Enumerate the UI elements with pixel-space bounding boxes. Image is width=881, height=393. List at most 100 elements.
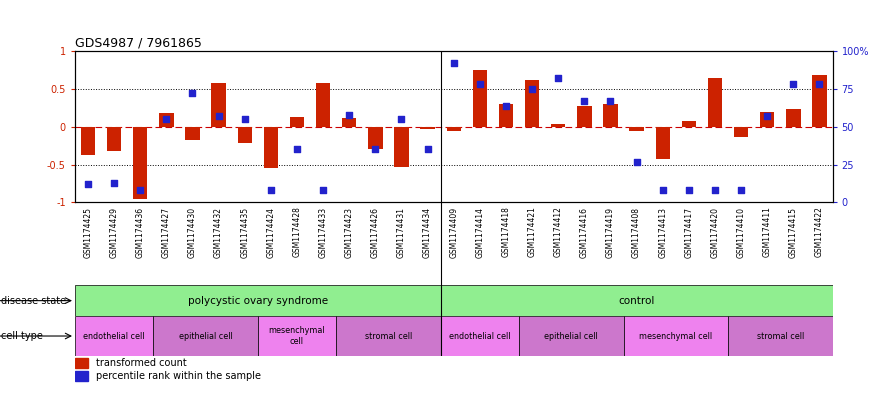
Bar <box>159 113 174 127</box>
Text: endothelial cell: endothelial cell <box>84 332 144 340</box>
Point <box>525 86 539 92</box>
Text: GSM1174427: GSM1174427 <box>162 207 171 257</box>
Point <box>499 103 513 109</box>
Bar <box>153 316 258 356</box>
Point <box>812 81 826 88</box>
Text: cell type: cell type <box>1 331 43 341</box>
Bar <box>342 118 357 127</box>
Bar <box>682 121 696 127</box>
Point <box>368 146 382 152</box>
Bar <box>728 316 833 356</box>
Bar <box>812 75 826 127</box>
Text: GSM1174434: GSM1174434 <box>423 207 432 258</box>
Text: GSM1174412: GSM1174412 <box>554 207 563 257</box>
Text: GSM1174432: GSM1174432 <box>214 207 223 257</box>
Point <box>473 81 487 88</box>
Text: GSM1174433: GSM1174433 <box>319 207 328 258</box>
Bar <box>440 285 833 316</box>
Text: endothelial cell: endothelial cell <box>449 332 511 340</box>
Text: GSM1174418: GSM1174418 <box>501 207 510 257</box>
Point <box>159 116 174 122</box>
Bar <box>368 127 382 149</box>
Text: GSM1174424: GSM1174424 <box>266 207 276 257</box>
Point <box>734 187 748 193</box>
Bar <box>133 127 147 198</box>
Text: GSM1174410: GSM1174410 <box>737 207 745 257</box>
Point <box>787 81 801 88</box>
Text: GSM1174421: GSM1174421 <box>528 207 537 257</box>
Bar <box>760 112 774 127</box>
Bar <box>211 83 226 127</box>
Point <box>395 116 409 122</box>
Bar <box>629 127 644 130</box>
Text: GSM1174428: GSM1174428 <box>292 207 301 257</box>
Bar <box>290 117 304 127</box>
Bar <box>258 316 337 356</box>
Text: GSM1174413: GSM1174413 <box>658 207 667 257</box>
Text: GSM1174411: GSM1174411 <box>763 207 772 257</box>
Text: GSM1174414: GSM1174414 <box>476 207 485 257</box>
Bar <box>624 316 728 356</box>
Bar <box>75 371 88 381</box>
Point <box>447 60 461 66</box>
Bar <box>519 316 624 356</box>
Point <box>655 187 670 193</box>
Text: mesenchymal
cell: mesenchymal cell <box>269 326 325 346</box>
Point <box>760 113 774 119</box>
Text: polycystic ovary syndrome: polycystic ovary syndrome <box>188 296 328 306</box>
Text: GSM1174430: GSM1174430 <box>188 207 197 258</box>
Text: disease state: disease state <box>1 296 66 306</box>
Bar <box>238 127 252 143</box>
Bar <box>577 106 591 127</box>
Bar <box>734 127 748 137</box>
Text: transformed count: transformed count <box>96 358 187 368</box>
Point <box>211 113 226 119</box>
Text: stromal cell: stromal cell <box>365 332 412 340</box>
Bar <box>786 109 801 127</box>
Bar <box>185 127 200 140</box>
Point <box>708 187 722 193</box>
Text: GSM1174425: GSM1174425 <box>84 207 93 257</box>
Text: control: control <box>618 296 655 306</box>
Point <box>552 75 566 81</box>
Bar <box>420 127 435 129</box>
Bar <box>81 127 95 156</box>
Bar <box>447 127 461 130</box>
Point <box>107 180 121 186</box>
Point <box>290 146 304 152</box>
Text: GSM1174436: GSM1174436 <box>136 207 144 258</box>
Text: GSM1174417: GSM1174417 <box>685 207 693 257</box>
Point <box>316 187 330 193</box>
Point <box>185 90 199 97</box>
Text: GSM1174422: GSM1174422 <box>815 207 824 257</box>
Text: GSM1174408: GSM1174408 <box>632 207 641 257</box>
Bar <box>75 285 440 316</box>
Point <box>263 187 278 193</box>
Bar <box>472 70 487 127</box>
Text: stromal cell: stromal cell <box>757 332 804 340</box>
Point <box>577 98 591 104</box>
Point <box>603 98 618 104</box>
Bar <box>107 127 122 151</box>
Point <box>420 146 434 152</box>
Text: percentile rank within the sample: percentile rank within the sample <box>96 371 261 381</box>
Text: GSM1174423: GSM1174423 <box>344 207 353 257</box>
Bar <box>75 358 88 368</box>
Bar <box>525 80 539 127</box>
Bar <box>499 104 513 127</box>
Point <box>342 112 356 118</box>
Bar <box>337 316 440 356</box>
Text: GSM1174416: GSM1174416 <box>580 207 589 257</box>
Bar <box>655 127 670 158</box>
Text: GDS4987 / 7961865: GDS4987 / 7961865 <box>75 36 202 49</box>
Text: GSM1174429: GSM1174429 <box>109 207 119 257</box>
Text: GSM1174415: GSM1174415 <box>788 207 798 257</box>
Bar <box>75 316 153 356</box>
Bar <box>316 83 330 127</box>
Text: GSM1174409: GSM1174409 <box>449 207 458 258</box>
Point <box>238 116 252 122</box>
Bar <box>603 104 618 127</box>
Text: epithelial cell: epithelial cell <box>179 332 233 340</box>
Point <box>81 181 95 187</box>
Point <box>133 187 147 193</box>
